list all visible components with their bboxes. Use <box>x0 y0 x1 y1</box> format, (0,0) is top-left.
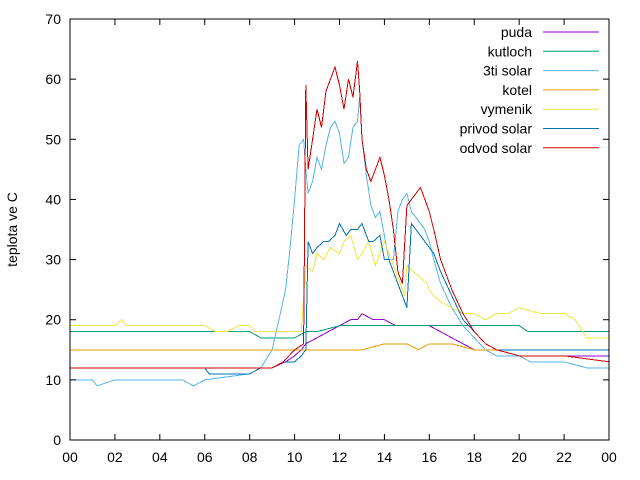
legend: puda kutloch 3ti solar kotel vymenik privod s… <box>460 24 599 156</box>
legend-label: kotel <box>502 82 532 98</box>
x-tick-label: 18 <box>466 449 482 465</box>
x-tick-label: 22 <box>556 449 572 465</box>
legend-label: kutloch <box>488 43 532 59</box>
x-tick-label: 20 <box>511 449 527 465</box>
x-tick-label: 10 <box>287 449 303 465</box>
y-tick-label: 20 <box>45 312 61 328</box>
series-line-privod-solar <box>70 222 609 375</box>
ticks-layer: 00 02 04 06 08 10 12 14 16 18 20 22 0001020304050607… <box>45 11 617 465</box>
x-tick-label: 02 <box>107 449 123 465</box>
y-axis-title-group: teplota ve C <box>4 192 20 267</box>
x-tick-label: 08 <box>242 449 258 465</box>
x-tick-label: 12 <box>332 449 348 465</box>
x-tick-label: 06 <box>197 449 213 465</box>
legend-label: privod solar <box>460 121 533 137</box>
series-line-kutloch <box>70 325 609 339</box>
y-tick-label: 50 <box>45 131 61 147</box>
legend-label: 3ti solar <box>483 63 532 79</box>
series-line-odvod-solar <box>70 61 610 369</box>
legend-label: odvod solar <box>460 140 533 156</box>
y-axis-title: teplota ve C <box>4 192 20 267</box>
y-tick-label: 60 <box>45 71 61 87</box>
legend-label: puda <box>501 24 532 40</box>
y-tick-label: 10 <box>45 372 61 388</box>
y-tick-label: 0 <box>53 432 61 448</box>
x-tick-label: 14 <box>377 449 393 465</box>
y-tick-label: 70 <box>45 11 61 27</box>
series-line-puda <box>70 313 609 369</box>
x-tick-label: 16 <box>422 449 438 465</box>
legend-label: vymenik <box>481 101 533 117</box>
x-tick-label: 04 <box>152 449 168 465</box>
series-layer <box>70 61 610 387</box>
x-tick-label: 00 <box>62 449 78 465</box>
y-tick-label: 40 <box>45 191 61 207</box>
series-line-kotel <box>70 343 609 351</box>
y-tick-label: 30 <box>45 252 61 268</box>
x-tick-label: 00 <box>601 449 617 465</box>
series-line-vymenik <box>70 234 609 339</box>
